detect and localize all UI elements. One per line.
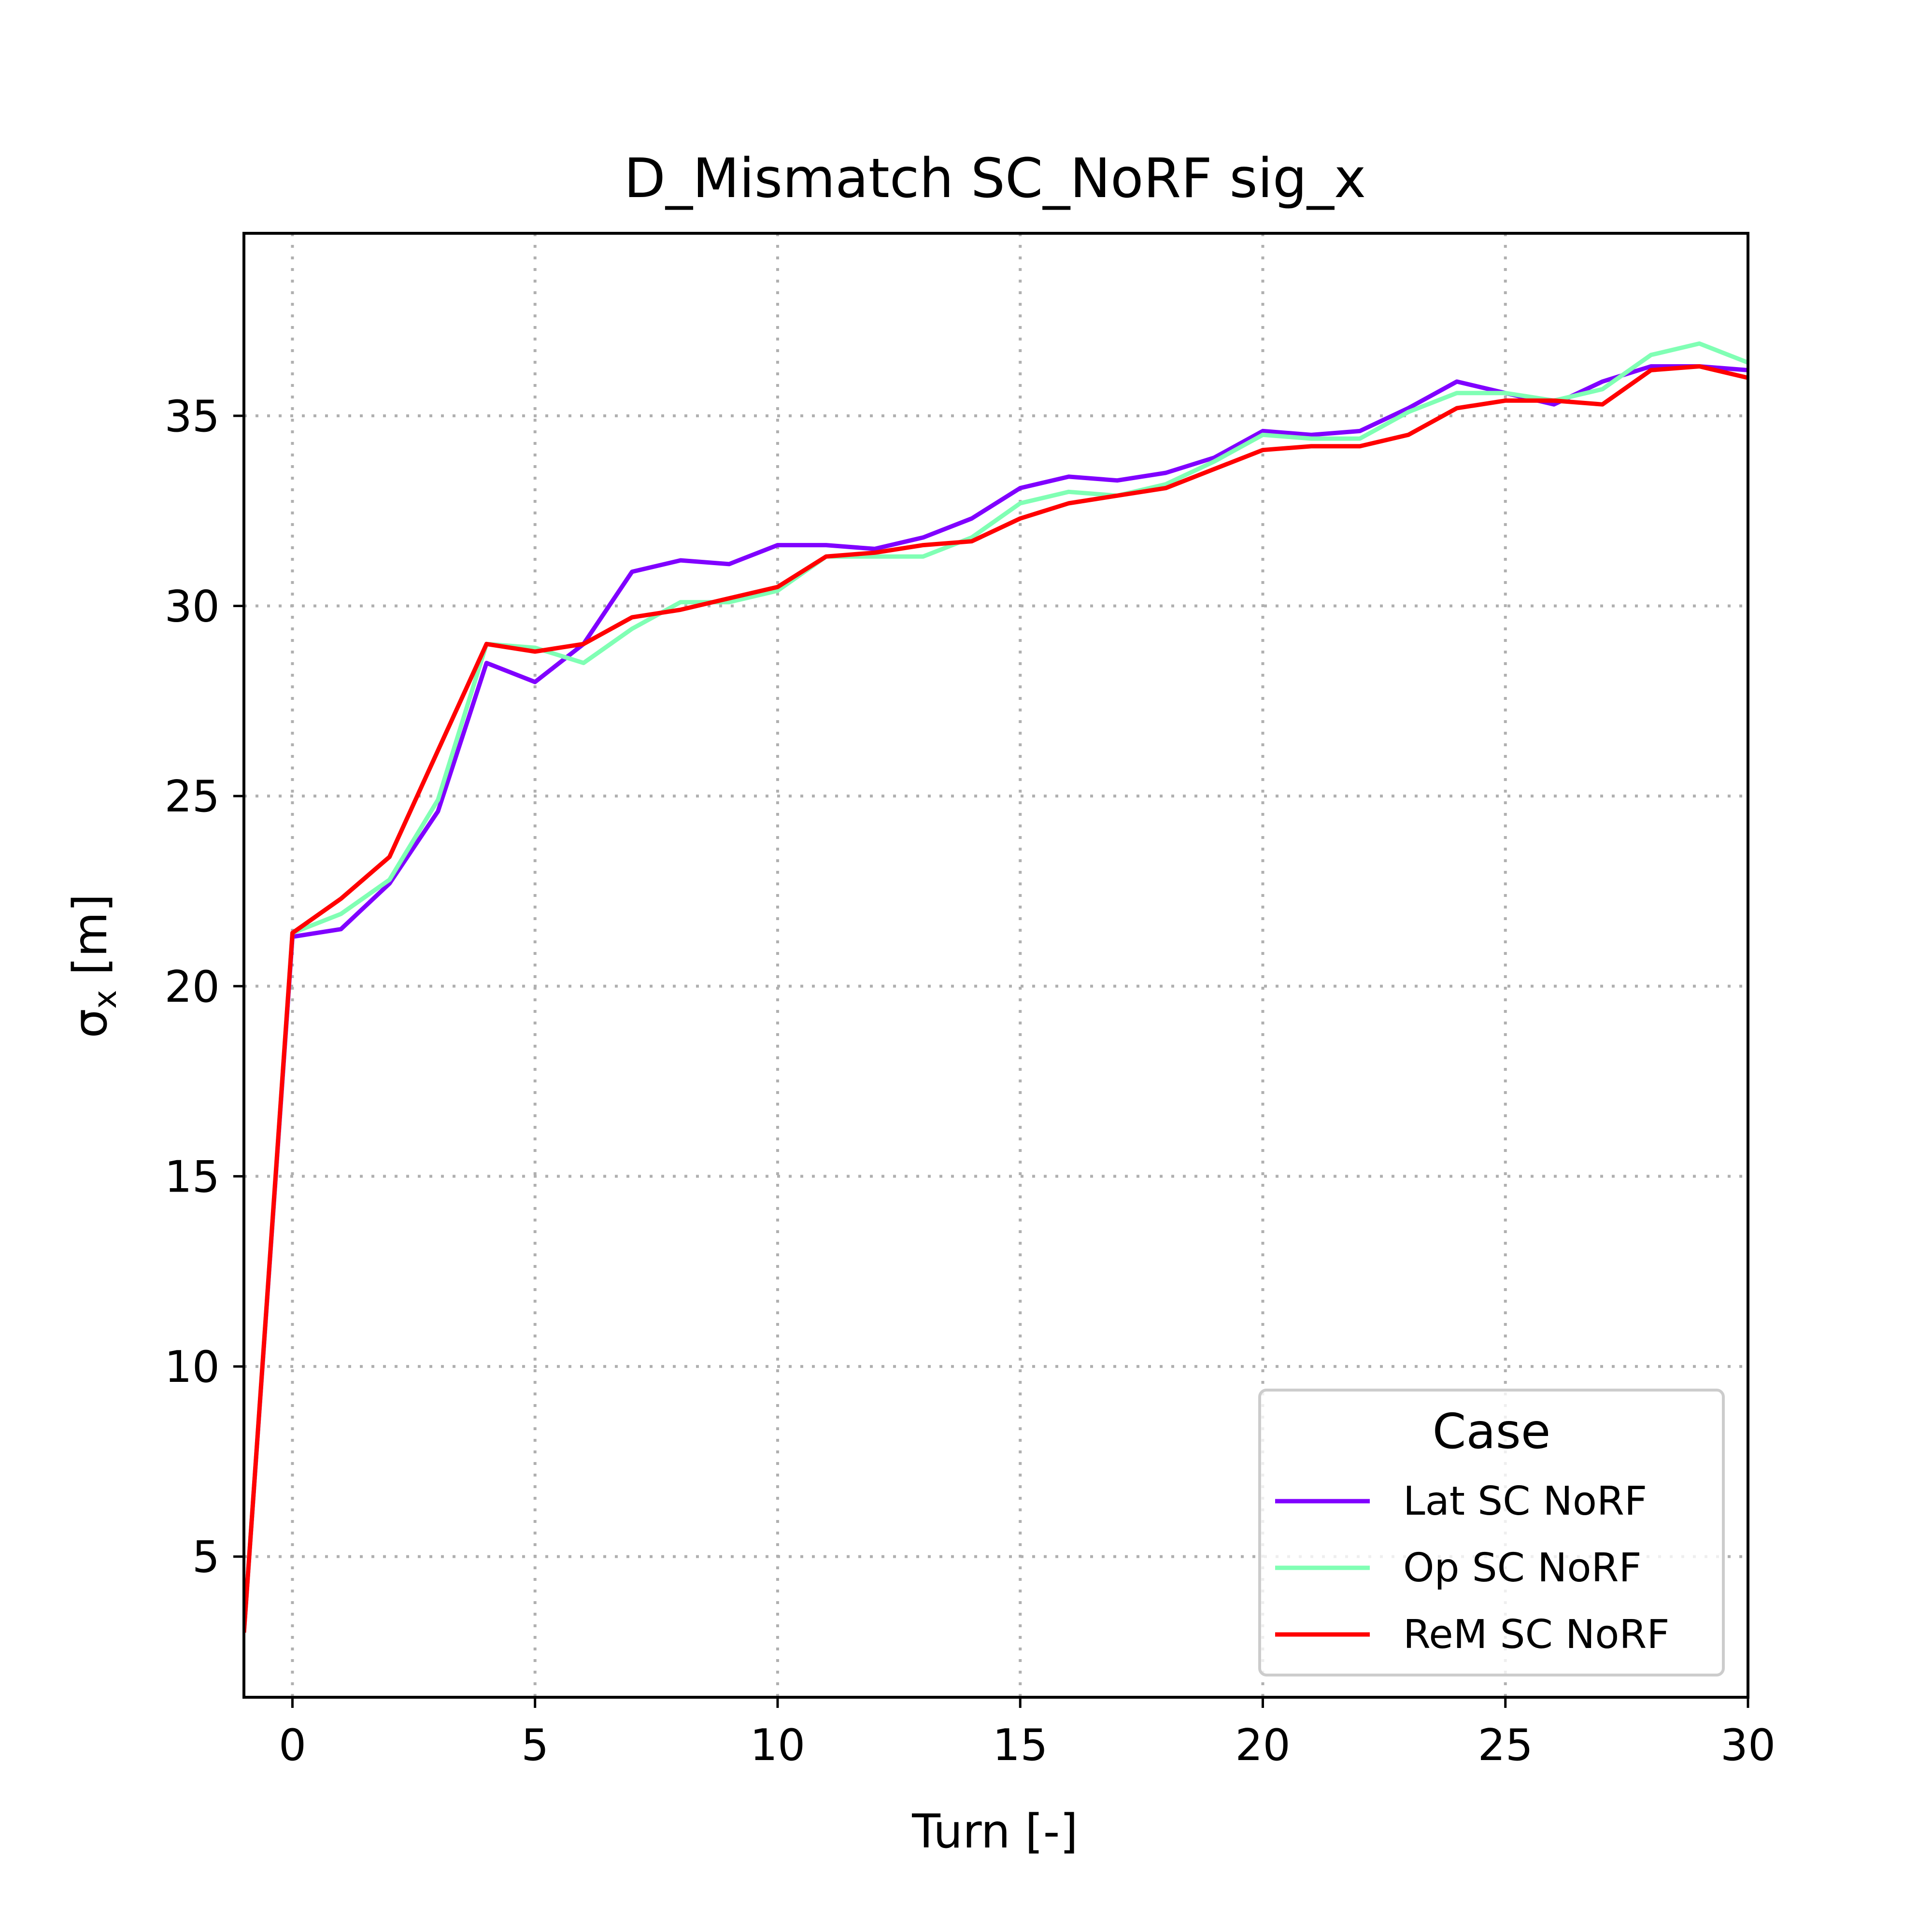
y-axis-label-unit: [m]: [63, 894, 117, 990]
legend-label-rem: ReM SC NoRF: [1403, 1612, 1670, 1658]
plot-frame: [242, 232, 1749, 1699]
legend: Case Lat SC NoRF Op SC NoRF ReM SC NoRF: [1258, 1389, 1725, 1676]
y-axis-label: σx [m]: [63, 894, 124, 1038]
legend-box: [1258, 1389, 1725, 1676]
y-tick-label-6: 35: [164, 391, 220, 442]
x-tick-label-3: 15: [993, 1720, 1048, 1771]
legend-title: Case: [1433, 1403, 1551, 1460]
x-tick-label-1: 5: [521, 1720, 549, 1771]
x-tick-label-2: 10: [750, 1720, 806, 1771]
series-line-rem: [244, 364, 1748, 1633]
legend-label-lat: Lat SC NoRF: [1403, 1478, 1647, 1524]
x-tick-label-4: 20: [1235, 1720, 1291, 1771]
x-tick-label-5: 25: [1477, 1720, 1533, 1771]
y-tick-label-5: 30: [164, 582, 220, 632]
tick-layer: 0 5 10 15 20 25 30 5 10 15 20 25 30 35: [164, 391, 1776, 1771]
x-axis-label: Turn [-]: [911, 1804, 1078, 1859]
y-tick-label-2: 15: [164, 1151, 220, 1202]
y-axis-label-subscript: x: [86, 990, 124, 1009]
y-axis-label-symbol: σ: [63, 1009, 117, 1038]
y-tick-label-4: 25: [164, 771, 220, 822]
legend-label-op: Op SC NoRF: [1403, 1545, 1642, 1591]
series-layer: [244, 341, 1748, 1633]
chart-title: D_Mismatch SC_NoRF sig_x: [624, 147, 1366, 210]
x-tick-label-6: 30: [1720, 1720, 1776, 1771]
y-tick-label-1: 10: [164, 1342, 220, 1392]
y-tick-label-3: 20: [164, 962, 220, 1012]
x-tick-label-0: 0: [279, 1720, 306, 1771]
y-tick-label-0: 5: [192, 1532, 220, 1583]
